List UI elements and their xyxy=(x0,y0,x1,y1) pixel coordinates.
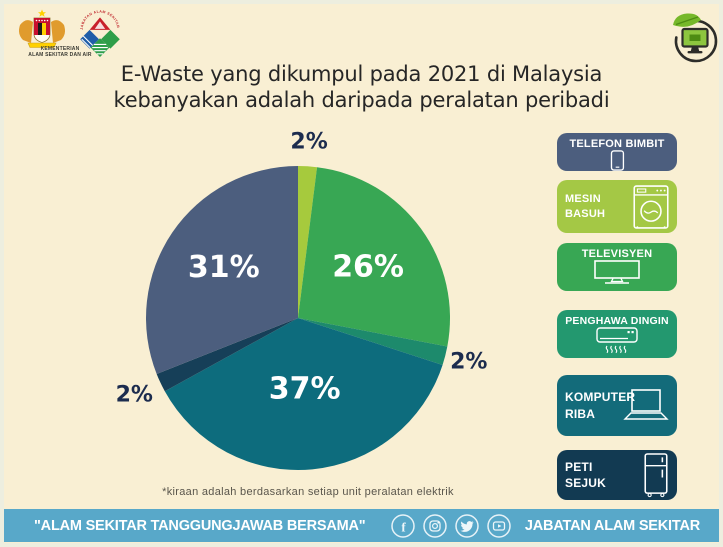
pie-label-komputer-riba: 37% xyxy=(269,372,341,407)
social-icons: f xyxy=(390,509,512,542)
page-title: E-Waste yang dikumpul pada 2021 di Malay… xyxy=(4,61,719,114)
svg-text:f: f xyxy=(401,519,406,534)
pie-slice-televisyen xyxy=(298,167,451,347)
legend-item-mesin-basuh: MESIN BASUH xyxy=(557,180,677,233)
legend-item-komputer-riba: KOMPUTER RIBA xyxy=(557,375,677,436)
page-title-line2: kebanyakan adalah daripada peralatan per… xyxy=(113,88,610,113)
pie-slice-peti-sejuk xyxy=(156,318,298,392)
pie-label-telefon-bimbit: 31% xyxy=(188,250,260,285)
youtube-icon[interactable] xyxy=(486,513,512,539)
ministry-caption-line2: ALAM SEKITAR DAN AIR xyxy=(28,52,92,59)
tv-icon xyxy=(594,260,640,284)
pie-chart: 2% 26% 2% 37% 2% 31% xyxy=(116,130,487,471)
pie-slice-mesin-basuh xyxy=(298,166,318,318)
pie-slice-komputer-riba xyxy=(164,318,443,471)
laptop-icon xyxy=(623,388,669,420)
legend-label-telefon-bimbit: TELEFON BIMBIT xyxy=(569,138,665,150)
ministry-caption: KEMENTERIAN ALAM SEKITAR DAN AIR xyxy=(8,46,112,59)
page-title-line1: E-Waste yang dikumpul pada 2021 di Malay… xyxy=(120,62,603,86)
smartphone-icon xyxy=(610,150,624,171)
footer-slogan: "ALAM SEKITAR TANGGUNGJAWAB BERSAMA" xyxy=(34,517,366,534)
malaysia-coat-of-arms-logo xyxy=(19,9,65,48)
footer-bar: "ALAM SEKITAR TANGGUNGJAWAB BERSAMA" f xyxy=(4,509,719,542)
legend-label-mesin-basuh: MESIN BASUH xyxy=(565,192,606,220)
twitter-icon[interactable] xyxy=(454,513,480,539)
facebook-icon[interactable]: f xyxy=(390,513,416,539)
ewaste-monitor-leaf-icon xyxy=(673,13,718,63)
pie-slice-penghawa-dingin xyxy=(298,318,448,365)
pie-label-peti-sejuk: 2% xyxy=(116,383,153,408)
legend: TELEFON BIMBIT MESIN BASUH TELEVISYEN xyxy=(557,133,677,500)
legend-label-peti-sejuk: PETI SEJUK xyxy=(565,459,607,490)
washing-machine-icon xyxy=(633,184,669,229)
pie-label-penghawa-dingin: 2% xyxy=(450,349,487,374)
ministry-caption-line1: KEMENTERIAN xyxy=(40,46,80,52)
instagram-icon[interactable] xyxy=(422,513,448,539)
air-conditioner-icon xyxy=(596,327,638,354)
footnote: *kiraan adalah berdasarkan setiap unit p… xyxy=(162,486,454,498)
pie-slice-telefon-bimbit xyxy=(145,166,298,374)
fridge-icon xyxy=(644,452,668,497)
legend-item-telefon-bimbit: TELEFON BIMBIT xyxy=(557,133,677,171)
pie-label-televisyen: 26% xyxy=(332,250,404,285)
pie-label-mesin-basuh: 2% xyxy=(290,130,327,155)
footer-agency: JABATAN ALAM SEKITAR xyxy=(524,517,700,534)
legend-item-penghawa-dingin: PENGHAWA DINGIN xyxy=(557,310,677,358)
legend-label-penghawa-dingin: PENGHAWA DINGIN xyxy=(565,315,669,327)
jabatan-alam-sekitar-logo: JABATAN ALAM SEKITAR MALAYSIA xyxy=(76,8,120,57)
legend-label-komputer-riba: KOMPUTER RIBA xyxy=(565,390,636,421)
legend-item-peti-sejuk: PETI SEJUK xyxy=(557,450,677,500)
legend-label-televisyen: TELEVISYEN xyxy=(581,248,653,260)
legend-item-televisyen: TELEVISYEN xyxy=(557,243,677,291)
